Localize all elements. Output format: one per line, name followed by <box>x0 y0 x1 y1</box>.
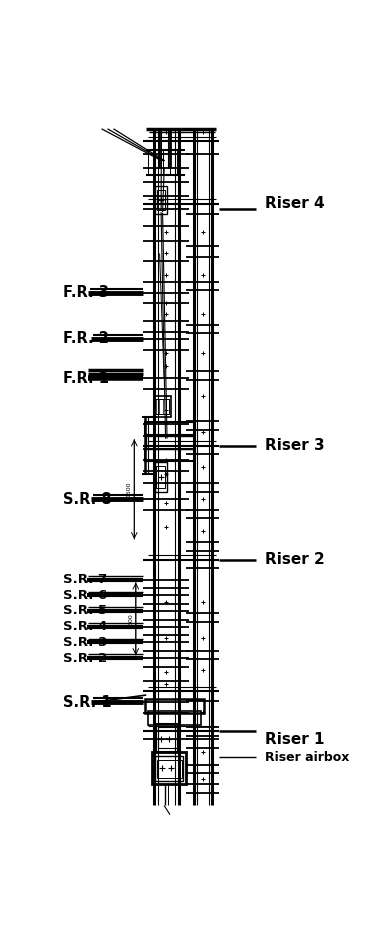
Text: S.R. 3: S.R. 3 <box>63 635 107 648</box>
Text: S.R. 8: S.R. 8 <box>63 492 111 507</box>
Bar <box>146 436 194 449</box>
Text: S.R. 4: S.R. 4 <box>63 620 107 634</box>
Bar <box>157 190 165 210</box>
Bar <box>145 698 204 713</box>
Bar <box>148 710 201 725</box>
Bar <box>154 462 167 492</box>
Text: S.R. 5: S.R. 5 <box>63 605 107 618</box>
Text: Riser 3: Riser 3 <box>265 438 325 453</box>
Bar <box>155 186 167 215</box>
Text: F.R. 1: F.R. 1 <box>63 371 109 386</box>
Text: S.R. 6: S.R. 6 <box>63 589 107 602</box>
Text: 1500: 1500 <box>126 481 131 497</box>
Bar <box>156 723 178 752</box>
Text: Riser airbox: Riser airbox <box>265 750 349 763</box>
Text: Riser 4: Riser 4 <box>265 196 325 211</box>
Bar <box>152 752 186 784</box>
Text: Riser 2: Riser 2 <box>265 552 325 567</box>
Text: 300: 300 <box>129 613 134 624</box>
Bar <box>145 422 195 435</box>
Bar <box>156 466 165 487</box>
Text: S.R. 1: S.R. 1 <box>63 695 111 709</box>
Text: Riser 1: Riser 1 <box>265 732 325 746</box>
Text: F.R. 3: F.R. 3 <box>63 285 109 300</box>
Bar <box>157 759 182 778</box>
Bar <box>155 756 184 781</box>
Bar <box>157 727 177 748</box>
Text: S.R. 7: S.R. 7 <box>63 574 107 586</box>
Text: S.R. 2: S.R. 2 <box>63 651 107 664</box>
Bar <box>154 396 170 417</box>
Bar <box>155 400 169 413</box>
Text: F.R. 2: F.R. 2 <box>63 331 109 347</box>
Bar <box>145 449 195 462</box>
